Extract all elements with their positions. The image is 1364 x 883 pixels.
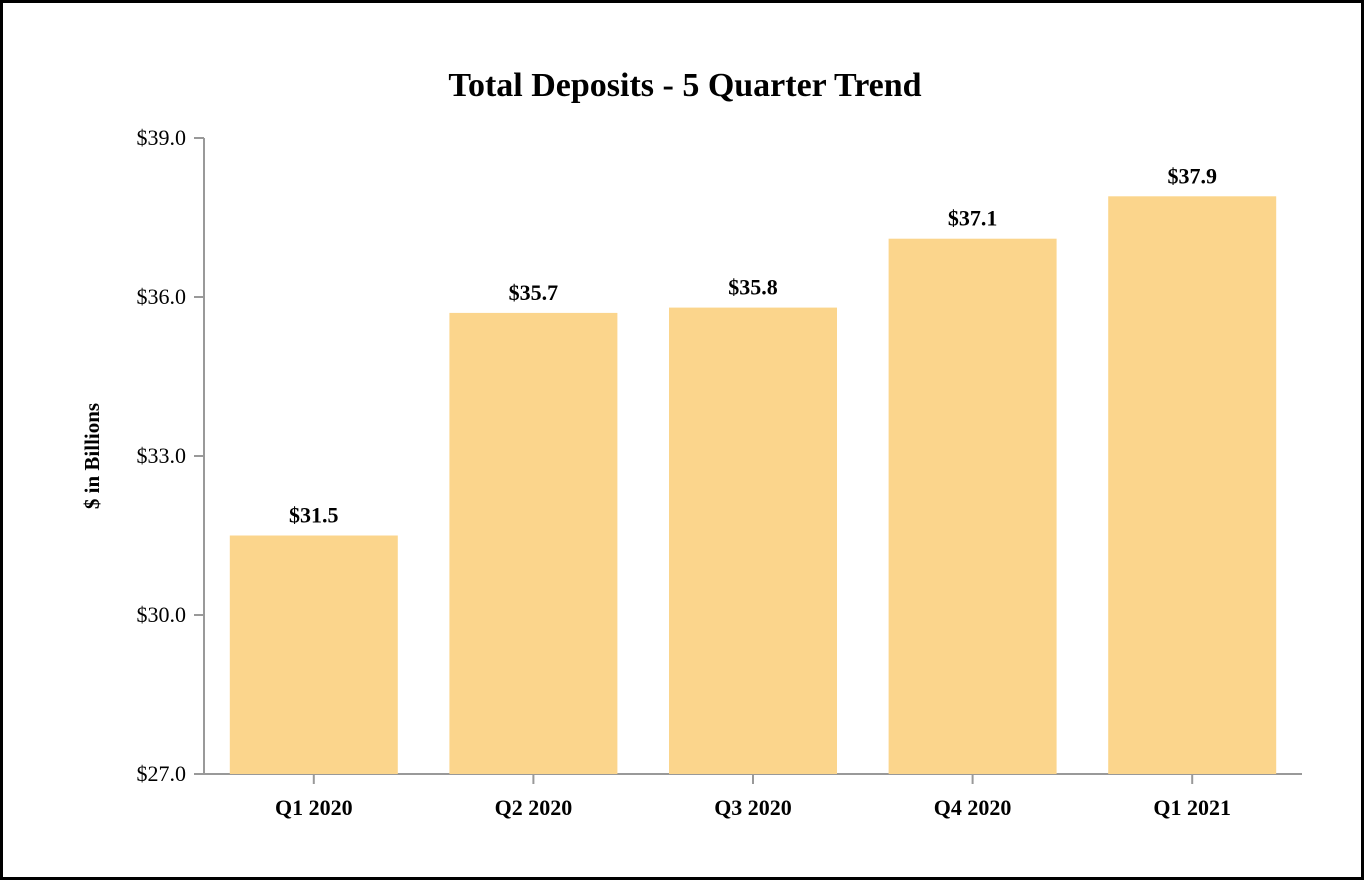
bar (669, 307, 837, 774)
plot-area: $27.0 $30.0 $33.0 $36.0 $39.0 $31.5 Q1 2020 $35… (137, 125, 1302, 820)
x-tick-label: Q3 2020 (714, 795, 792, 820)
bar (229, 535, 398, 774)
y-tick-label: $30.0 (137, 602, 187, 627)
data-label: $35.7 (509, 280, 559, 305)
bar (888, 238, 1057, 774)
bar (1108, 196, 1277, 775)
x-tick-label: Q1 2020 (275, 795, 353, 820)
chart-title: Total Deposits - 5 Quarter Trend (448, 67, 921, 104)
x-tick-label: Q1 2021 (1153, 795, 1231, 820)
x-tick-label: Q2 2020 (495, 795, 573, 820)
bar (449, 312, 618, 774)
y-tick-label: $39.0 (137, 125, 187, 150)
y-tick-label: $36.0 (137, 284, 187, 309)
bar-chart: Total Deposits - 5 Quarter Trend $ in Bi… (80, 67, 1302, 820)
data-label: $37.1 (948, 206, 998, 231)
x-tick-label: Q4 2020 (934, 795, 1012, 820)
y-tick-label: $33.0 (137, 443, 187, 468)
data-label: $35.8 (728, 275, 778, 300)
data-label: $31.5 (289, 503, 339, 528)
y-axis-label: $ in Billions (80, 403, 104, 509)
data-label: $37.9 (1167, 163, 1217, 188)
y-tick-label: $27.0 (137, 761, 187, 786)
